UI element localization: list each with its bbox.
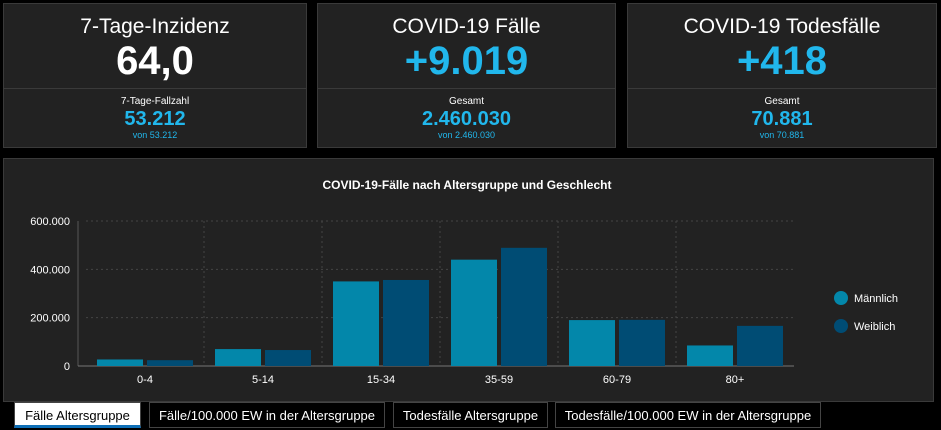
- card-sub-label: 7-Tage-Fallzahl: [120, 96, 190, 107]
- x-tick-label: 35-59: [485, 374, 513, 386]
- card-sub-value: 70.881: [751, 108, 813, 130]
- bar-maennlich-35-59: [451, 259, 497, 366]
- x-tick-label: 80+: [726, 374, 745, 386]
- card-main-value: +418: [736, 39, 828, 83]
- x-tick-label: 60-79: [603, 374, 631, 386]
- legend-marker: [834, 319, 848, 333]
- y-tick-label: 0: [64, 361, 70, 373]
- card-main-value: 64,0: [116, 39, 194, 83]
- bar-weiblich-0-4: [147, 360, 193, 366]
- bar-weiblich-15-34: [383, 279, 429, 366]
- bar-weiblich-80+: [737, 325, 783, 366]
- card-title: COVID-19 Fälle: [392, 15, 541, 38]
- card-top: COVID-19 Fälle +9.019: [318, 4, 615, 89]
- bar-weiblich-60-79: [619, 319, 665, 366]
- card-sub-label: Gesamt: [448, 96, 484, 107]
- chart-panel: COVID-19-Fälle nach Altersgruppe und Ges…: [3, 158, 934, 402]
- card-top: COVID-19 Todesfälle +418: [628, 4, 936, 89]
- card-title: COVID-19 Todesfälle: [683, 15, 881, 38]
- incidence-card: 7-Tage-Inzidenz 64,0 7-Tage-Fallzahl 53.…: [3, 3, 307, 148]
- y-tick-label: 400.000: [30, 264, 70, 276]
- y-tick-label: 200.000: [30, 313, 70, 325]
- legend-marker: [834, 291, 848, 305]
- card-sub-small: von 53.212: [132, 130, 178, 140]
- bar-maennlich-60-79: [569, 320, 615, 366]
- tab-faelle-100000[interactable]: Fälle/100.000 EW in der Altersgruppe: [149, 402, 385, 428]
- tab-faelle-altersgruppe[interactable]: Fälle Altersgruppe: [14, 402, 141, 428]
- legend-label: Männlich: [854, 293, 898, 305]
- bar-maennlich-0-4: [97, 359, 143, 366]
- bar-weiblich-35-59: [501, 247, 547, 366]
- card-main-value: +9.019: [404, 39, 529, 83]
- card-sub-small: von 2.460.030: [437, 130, 496, 140]
- card-sub-value: 53.212: [124, 108, 186, 130]
- card-sub-label: Gesamt: [764, 96, 800, 107]
- x-tick-label: 0-4: [137, 374, 153, 386]
- bar-maennlich-5-14: [215, 349, 261, 366]
- cases-card: COVID-19 Fälle +9.019 Gesamt 2.460.030 v…: [317, 3, 616, 148]
- bar-weiblich-5-14: [265, 350, 311, 366]
- card-title: 7-Tage-Inzidenz: [80, 15, 230, 38]
- x-tick-label: 15-34: [367, 374, 395, 386]
- bar-maennlich-15-34: [333, 281, 379, 366]
- card-sub: Gesamt 70.881 von 70.881: [628, 96, 936, 141]
- deaths-card: COVID-19 Todesfälle +418 Gesamt 70.881 v…: [627, 3, 937, 148]
- tab-todesfaelle-100000[interactable]: Todesfälle/100.000 EW in der Altersgrupp…: [555, 402, 821, 428]
- chart-title: COVID-19-Fälle nach Altersgruppe und Ges…: [323, 178, 612, 192]
- legend-label: Weiblich: [854, 321, 895, 333]
- card-sub: 7-Tage-Fallzahl 53.212 von 53.212: [4, 96, 306, 141]
- bar-maennlich-80+: [687, 345, 733, 366]
- card-top: 7-Tage-Inzidenz 64,0: [4, 4, 306, 89]
- y-tick-label: 600.000: [30, 216, 70, 228]
- card-sub-value: 2.460.030: [422, 108, 511, 130]
- tab-todesfaelle-altersgruppe[interactable]: Todesfälle Altersgruppe: [393, 402, 548, 428]
- card-sub: Gesamt 2.460.030 von 2.460.030: [318, 96, 615, 141]
- card-sub-small: von 70.881: [759, 130, 805, 140]
- x-tick-label: 5-14: [252, 374, 274, 386]
- bar-chart: COVID-19-Fälle nach Altersgruppe und Ges…: [30, 178, 898, 386]
